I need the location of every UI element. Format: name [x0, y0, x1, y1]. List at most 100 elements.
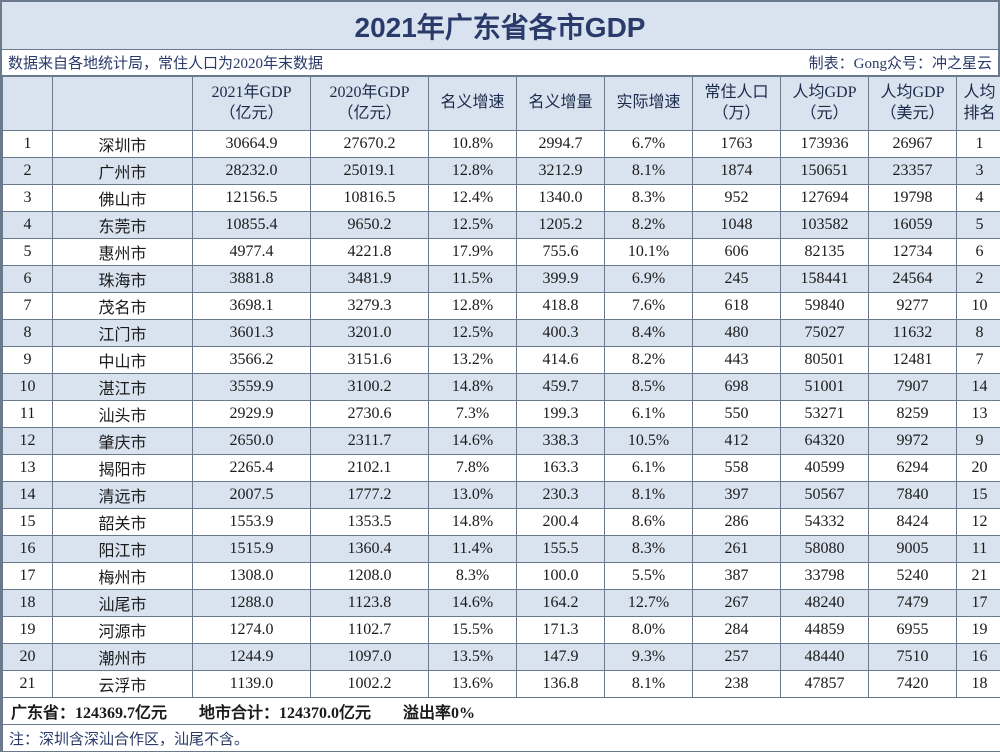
table-cell: 肇庆市 — [53, 428, 193, 455]
table-cell: 9650.2 — [311, 212, 429, 239]
table-cell: 5240 — [869, 563, 957, 590]
table-cell: 8.6% — [605, 509, 693, 536]
table-cell: 2994.7 — [517, 131, 605, 158]
table-cell: 6294 — [869, 455, 957, 482]
table-cell: 48440 — [781, 644, 869, 671]
table-cell: 1 — [3, 131, 53, 158]
table-cell: 230.3 — [517, 482, 605, 509]
col-header-l1: 人均GDP — [781, 83, 868, 104]
table-cell: 湛江市 — [53, 374, 193, 401]
table-cell: 3 — [957, 158, 1000, 185]
table-cell: 4 — [957, 185, 1000, 212]
table-cell: 汕头市 — [53, 401, 193, 428]
table-cell: 10 — [3, 374, 53, 401]
table-cell: 江门市 — [53, 320, 193, 347]
table-cell: 257 — [693, 644, 781, 671]
table-cell: 3212.9 — [517, 158, 605, 185]
table-cell: 7.3% — [429, 401, 517, 428]
table-cell: 16 — [3, 536, 53, 563]
col-header-4: 名义增速 — [429, 77, 517, 131]
table-cell: 261 — [693, 536, 781, 563]
table-cell: 82135 — [781, 239, 869, 266]
table-cell: 59840 — [781, 293, 869, 320]
table-cell: 11 — [3, 401, 53, 428]
table-cell: 26967 — [869, 131, 957, 158]
table-cell: 18 — [957, 671, 1000, 698]
table-cell: 12.8% — [429, 158, 517, 185]
table-cell: 418.8 — [517, 293, 605, 320]
table-cell: 17 — [957, 590, 1000, 617]
table-cell: 27670.2 — [311, 131, 429, 158]
table-cell: 286 — [693, 509, 781, 536]
table-cell: 30664.9 — [193, 131, 311, 158]
table-cell: 51001 — [781, 374, 869, 401]
table-row: 10湛江市3559.93100.214.8%459.78.5%698510017… — [3, 374, 1000, 401]
table-cell: 阳江市 — [53, 536, 193, 563]
col-header-l2: （美元） — [869, 104, 956, 125]
table-row: 7茂名市3698.13279.312.8%418.87.6%6185984092… — [3, 293, 1000, 320]
source-bar: 数据来自各地统计局，常住人口为2020年末数据 制表：Gong众号：冲之星云 — [2, 50, 998, 76]
table-cell: 6955 — [869, 617, 957, 644]
table-row: 2广州市28232.025019.112.8%3212.98.1%1874150… — [3, 158, 1000, 185]
table-cell: 16059 — [869, 212, 957, 239]
table-cell: 1244.9 — [193, 644, 311, 671]
col-header-l1: 2020年GDP — [311, 83, 428, 104]
table-cell: 40599 — [781, 455, 869, 482]
table-cell: 9.3% — [605, 644, 693, 671]
table-cell: 1360.4 — [311, 536, 429, 563]
table-row: 14清远市2007.51777.213.0%230.38.1%397505677… — [3, 482, 1000, 509]
table-cell: 9972 — [869, 428, 957, 455]
col-header-l2: （亿元） — [193, 104, 310, 125]
col-header-10: 人均排名 — [957, 77, 1000, 131]
table-cell: 17.9% — [429, 239, 517, 266]
table-cell: 199.3 — [517, 401, 605, 428]
table-cell: 6 — [3, 266, 53, 293]
footnote-text: 注：深圳含深汕合作区，汕尾不含。 — [3, 725, 1000, 752]
table-cell: 414.6 — [517, 347, 605, 374]
table-cell: 33798 — [781, 563, 869, 590]
table-cell: 952 — [693, 185, 781, 212]
table-cell: 9 — [3, 347, 53, 374]
table-cell: 11.5% — [429, 266, 517, 293]
table-cell: 12.4% — [429, 185, 517, 212]
table-cell: 48240 — [781, 590, 869, 617]
table-cell: 2650.0 — [193, 428, 311, 455]
table-row: 4东莞市10855.49650.212.5%1205.28.2%10481035… — [3, 212, 1000, 239]
table-cell: 459.7 — [517, 374, 605, 401]
table-cell: 1553.9 — [193, 509, 311, 536]
table-cell: 10.1% — [605, 239, 693, 266]
table-cell: 1874 — [693, 158, 781, 185]
col-header-l1: 人均 — [957, 83, 1000, 104]
table-cell: 8.3% — [605, 185, 693, 212]
table-cell: 17 — [3, 563, 53, 590]
table-cell: 13.0% — [429, 482, 517, 509]
table-cell: 3601.3 — [193, 320, 311, 347]
table-cell: 梅州市 — [53, 563, 193, 590]
table-cell: 8.3% — [429, 563, 517, 590]
table-cell: 14 — [957, 374, 1000, 401]
table-cell: 8.2% — [605, 212, 693, 239]
table-cell: 53271 — [781, 401, 869, 428]
table-cell: 397 — [693, 482, 781, 509]
col-header-l2: （万） — [693, 104, 780, 125]
col-header-3: 2020年GDP（亿元） — [311, 77, 429, 131]
table-cell: 1102.7 — [311, 617, 429, 644]
table-cell: 200.4 — [517, 509, 605, 536]
table-cell: 14.8% — [429, 374, 517, 401]
table-cell: 3881.8 — [193, 266, 311, 293]
table-cell: 5.5% — [605, 563, 693, 590]
table-cell: 4221.8 — [311, 239, 429, 266]
table-cell: 10.5% — [605, 428, 693, 455]
table-cell: 75027 — [781, 320, 869, 347]
table-cell: 8 — [957, 320, 1000, 347]
table-cell: 1288.0 — [193, 590, 311, 617]
table-cell: 14.6% — [429, 428, 517, 455]
table-cell: 19 — [3, 617, 53, 644]
table-cell: 127694 — [781, 185, 869, 212]
table-cell: 155.5 — [517, 536, 605, 563]
table-row: 5惠州市4977.44221.817.9%755.610.1%606821351… — [3, 239, 1000, 266]
table-cell: 150651 — [781, 158, 869, 185]
col-header-l2: （亿元） — [311, 104, 428, 125]
table-cell: 8.5% — [605, 374, 693, 401]
table-cell: 13.5% — [429, 644, 517, 671]
